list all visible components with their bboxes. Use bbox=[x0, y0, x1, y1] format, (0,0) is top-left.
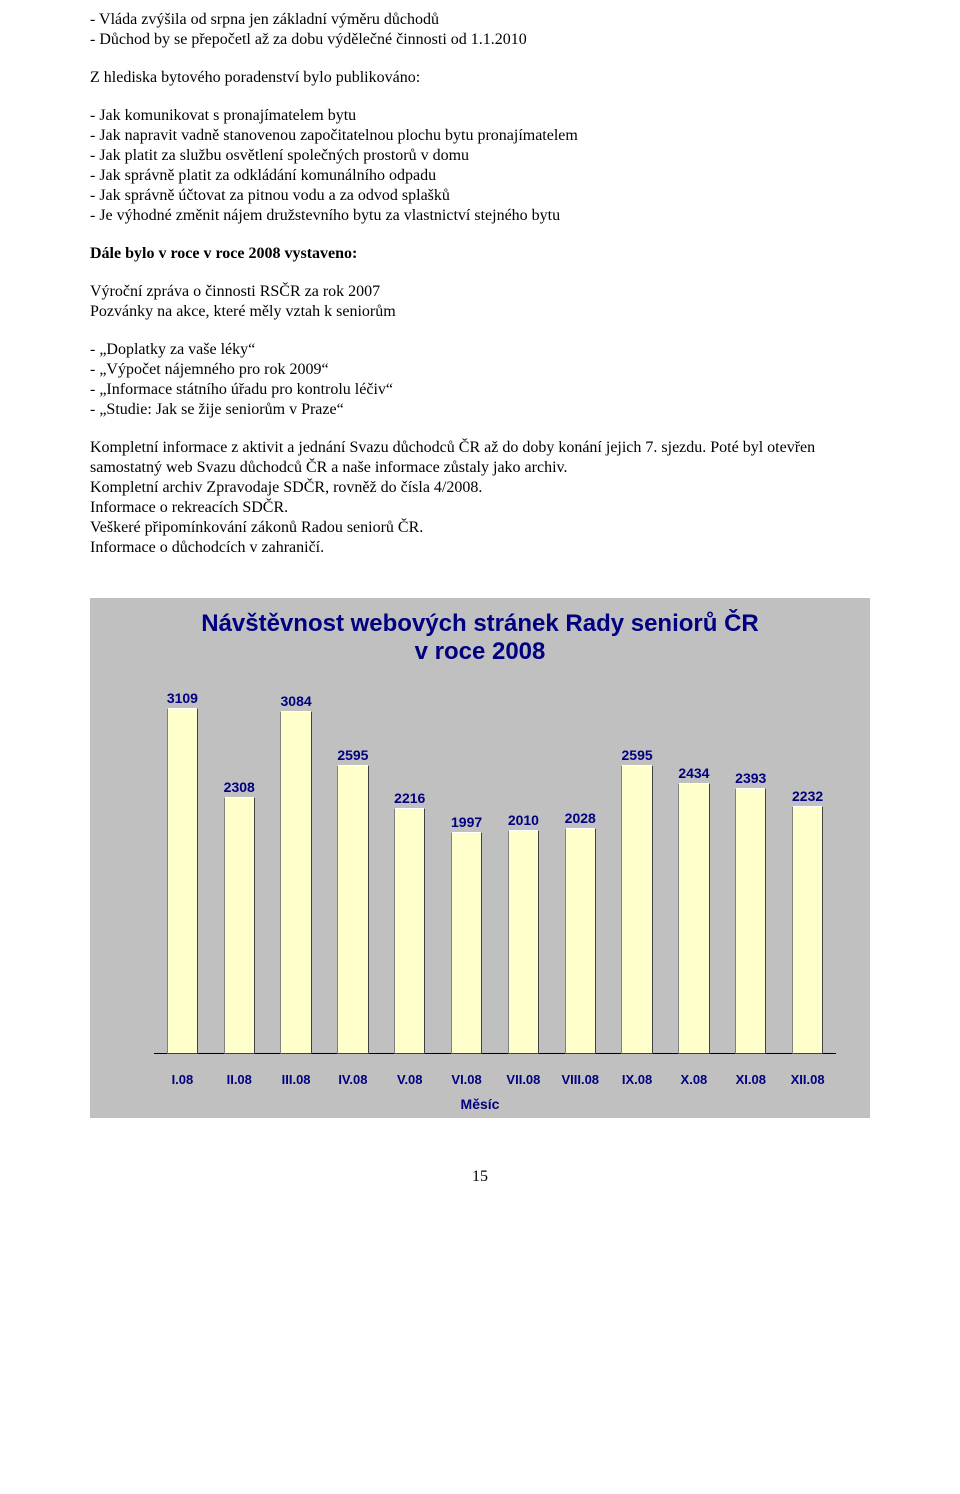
intro-bullets: - Vláda zvýšila od srpna jen základní vý… bbox=[90, 10, 870, 50]
bar bbox=[224, 797, 255, 1054]
bullet: - Vláda zvýšila od srpna jen základní vý… bbox=[90, 10, 870, 30]
bar-value-label: 3109 bbox=[167, 690, 198, 706]
x-tick-label: IX.08 bbox=[622, 1072, 652, 1087]
bar-value-label: 3084 bbox=[281, 693, 312, 709]
bar-value-label: 2595 bbox=[622, 747, 653, 763]
text-line: Výroční zpráva o činnosti RSČR za rok 20… bbox=[90, 282, 870, 302]
x-tick-label: VI.08 bbox=[451, 1072, 481, 1087]
bullet: - Důchod by se přepočetl až za dobu výdě… bbox=[90, 30, 870, 50]
bar-value-label: 1997 bbox=[451, 814, 482, 830]
x-axis-title: Měsíc bbox=[94, 1096, 866, 1112]
visits-chart: Návštěvnost webových stránek Rady senior… bbox=[90, 598, 870, 1118]
bar-value-label: 2028 bbox=[565, 810, 596, 826]
bar-value-label: 2010 bbox=[508, 812, 539, 828]
bullet: - Jak správně účtovat za pitnou vodu a z… bbox=[90, 186, 870, 206]
page-number: 15 bbox=[90, 1168, 870, 1186]
x-axis-line bbox=[154, 1053, 836, 1054]
x-tick-label: II.08 bbox=[227, 1072, 252, 1087]
text-line: Kompletní informace z aktivit a jednání … bbox=[90, 438, 870, 478]
bar-value-label: 2216 bbox=[394, 790, 425, 806]
bar bbox=[621, 765, 652, 1054]
bar-value-label: 2232 bbox=[792, 788, 823, 804]
bar bbox=[508, 830, 539, 1054]
closing-lines: Kompletní informace z aktivit a jednání … bbox=[90, 438, 870, 558]
report-lines: Výroční zpráva o činnosti RSČR za rok 20… bbox=[90, 282, 870, 322]
text-line: Kompletní archiv Zpravodaje SDČR, rovněž… bbox=[90, 478, 870, 498]
x-tick-label: X.08 bbox=[681, 1072, 708, 1087]
x-axis: I.08 II.08 III.08 IV.08 V.08 VI.08 VII.08 VIII.… bbox=[154, 1072, 836, 1092]
bar bbox=[735, 788, 766, 1054]
bullet: - „Informace státního úřadu pro kontrolu… bbox=[90, 380, 870, 400]
bar bbox=[792, 806, 823, 1054]
chart-title: Návštěvnost webových stránek Rady senior… bbox=[94, 602, 866, 665]
chart-title-line2: v roce 2008 bbox=[415, 638, 546, 665]
x-tick-label: XI.08 bbox=[736, 1072, 766, 1087]
bar-value-label: 2595 bbox=[337, 747, 368, 763]
bullet: - Jak napravit vadně stanovenou započita… bbox=[90, 126, 870, 146]
x-tick-label: III.08 bbox=[282, 1072, 311, 1087]
text-line: Informace o důchodcích v zahraničí. bbox=[90, 538, 870, 558]
text-line: Veškeré připomínkování zákonů Radou seni… bbox=[90, 518, 870, 538]
bullet: - „Studie: Jak se žije seniorům v Praze“ bbox=[90, 400, 870, 420]
text-line: Informace o rekreacích SDČR. bbox=[90, 498, 870, 518]
bar bbox=[167, 708, 198, 1054]
x-tick-label: IV.08 bbox=[338, 1072, 367, 1087]
x-tick-label: I.08 bbox=[172, 1072, 194, 1087]
bar bbox=[394, 808, 425, 1054]
chart-title-line1: Návštěvnost webových stránek Rady senior… bbox=[201, 610, 759, 637]
heading-2008: Dále bylo v roce v roce 2008 vystaveno: bbox=[90, 244, 870, 264]
bar bbox=[280, 711, 311, 1054]
bar-value-label: 2393 bbox=[735, 770, 766, 786]
bullet: - „Doplatky za vaše léky“ bbox=[90, 340, 870, 360]
x-tick-label: VII.08 bbox=[506, 1072, 540, 1087]
bar bbox=[337, 765, 368, 1054]
bullet: - Jak platit za službu osvětlení společn… bbox=[90, 146, 870, 166]
chart-inner: Návštěvnost webových stránek Rady senior… bbox=[94, 602, 866, 1114]
bar-value-label: 2308 bbox=[224, 779, 255, 795]
x-tick-label: VIII.08 bbox=[561, 1072, 599, 1087]
heading-housing: Z hlediska bytového poradenství bylo pub… bbox=[90, 68, 870, 88]
bullet: - Jak komunikovat s pronajímatelem bytu bbox=[90, 106, 870, 126]
bar bbox=[451, 832, 482, 1054]
text-line: Pozvánky na akce, které měly vztah k sen… bbox=[90, 302, 870, 322]
housing-bullets: - Jak komunikovat s pronajímatelem bytu … bbox=[90, 106, 870, 226]
bar bbox=[678, 783, 709, 1054]
bullet: - Je výhodné změnit nájem družstevního b… bbox=[90, 206, 870, 226]
bullet: - Jak správně platit za odkládání komuná… bbox=[90, 166, 870, 186]
bar bbox=[565, 828, 596, 1054]
bullet: - „Výpočet nájemného pro rok 2009“ bbox=[90, 360, 870, 380]
x-tick-label: V.08 bbox=[397, 1072, 423, 1087]
plot-area: 3109 2308 3084 2595 2216 1997 2010 2028 2595 2434… bbox=[154, 687, 836, 1054]
x-tick-label: XII.08 bbox=[791, 1072, 825, 1087]
quote-bullets: - „Doplatky za vaše léky“ - „Výpočet náj… bbox=[90, 340, 870, 420]
bar-value-label: 2434 bbox=[678, 765, 709, 781]
